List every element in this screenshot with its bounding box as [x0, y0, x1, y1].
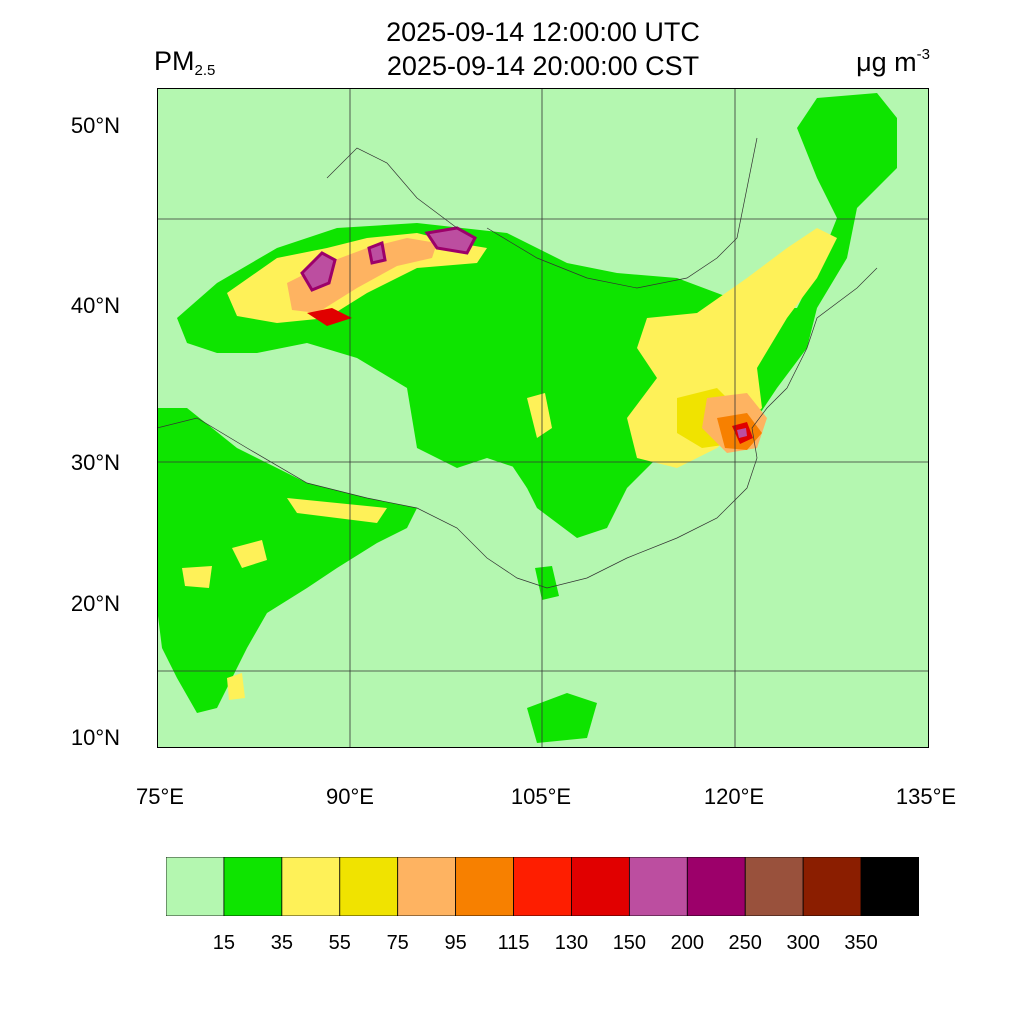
pm25-concentration-map — [157, 88, 929, 748]
colorbar-tick-label: 300 — [786, 932, 820, 954]
lat-label-40n: 40°N — [70, 293, 120, 318]
colorbar-swatch — [339, 857, 399, 916]
colorbar-tick-label: 75 — [386, 932, 409, 954]
colorbar-swatch — [166, 857, 225, 916]
colorbar-swatch — [744, 857, 804, 916]
colorbar-tick-label: 115 — [497, 932, 530, 954]
lon-label-75e: 75°E — [136, 784, 184, 809]
hotspot-extreme-2 — [367, 240, 387, 265]
colorbar-swatch — [571, 857, 630, 916]
colorbar-swatch — [281, 857, 341, 916]
lon-label-105e: 105°E — [510, 784, 572, 809]
unit-superscript: -3 — [916, 46, 930, 63]
colorbar-swatch — [455, 857, 514, 916]
hotspot-extreme-1 — [300, 251, 337, 292]
lat-label-30n: 30°N — [70, 450, 120, 475]
colorbar-swatch — [513, 857, 572, 916]
region-srilanka-moderate — [227, 673, 245, 700]
colorbar-tick-label: 150 — [612, 932, 647, 954]
variable-subscript: 2.5 — [194, 62, 216, 79]
lat-lon-grid — [157, 88, 929, 748]
lon-label-135e: 135°E — [895, 784, 957, 809]
colorbar-swatch — [686, 857, 746, 916]
hotspot-extreme-3 — [424, 226, 478, 255]
title-local-time: 2025-09-14 20:00:00 CST — [386, 51, 700, 81]
unit-main: μg m — [856, 47, 917, 77]
region-india-moderate-2 — [232, 540, 267, 568]
colorbar-tick-label: 15 — [212, 932, 236, 954]
colorbar-swatch — [628, 857, 688, 916]
colorbar-swatch — [223, 857, 283, 916]
colorbar-tick-label: 350 — [844, 932, 878, 954]
colorbar-tick-label: 130 — [554, 932, 589, 954]
region-taklamakan-severe — [307, 308, 352, 326]
unit-label: μg m-3 — [856, 46, 930, 78]
region-hainan-low — [535, 566, 559, 600]
region-sichuan-moderate — [527, 393, 552, 438]
lon-label-90e: 90°E — [326, 784, 374, 809]
colorbar-swatch — [860, 857, 919, 916]
hotspot-shanghai-extreme — [737, 428, 747, 438]
colorbar-tick-label: 55 — [328, 932, 351, 954]
colorbar-swatch — [802, 857, 862, 916]
colorbar-swatch — [397, 857, 457, 916]
region-vietnam-low — [527, 693, 597, 743]
boundary-lines — [157, 137, 878, 589]
variable-main: PM — [154, 46, 195, 76]
colorbar-tick-label: 250 — [728, 932, 762, 954]
region-india-moderate-3 — [182, 566, 212, 588]
variable-label: PM2.5 — [154, 46, 215, 79]
region-india-low — [157, 408, 417, 713]
colorbar-tick-label: 200 — [670, 932, 704, 954]
colorbar — [166, 857, 919, 916]
colorbar-tick-label: 35 — [270, 932, 293, 954]
lat-label-50n: 50°N — [70, 113, 120, 138]
region-taklamakan-high — [287, 238, 437, 313]
colorbar-tick-label: 95 — [444, 932, 467, 954]
title-utc: 2025-09-14 12:00:00 UTC — [386, 17, 700, 47]
lat-label-20n: 20°N — [70, 591, 120, 616]
region-india-moderate — [287, 498, 387, 523]
lon-label-120e: 120°E — [703, 784, 765, 809]
lat-label-10n: 10°N — [70, 725, 120, 750]
